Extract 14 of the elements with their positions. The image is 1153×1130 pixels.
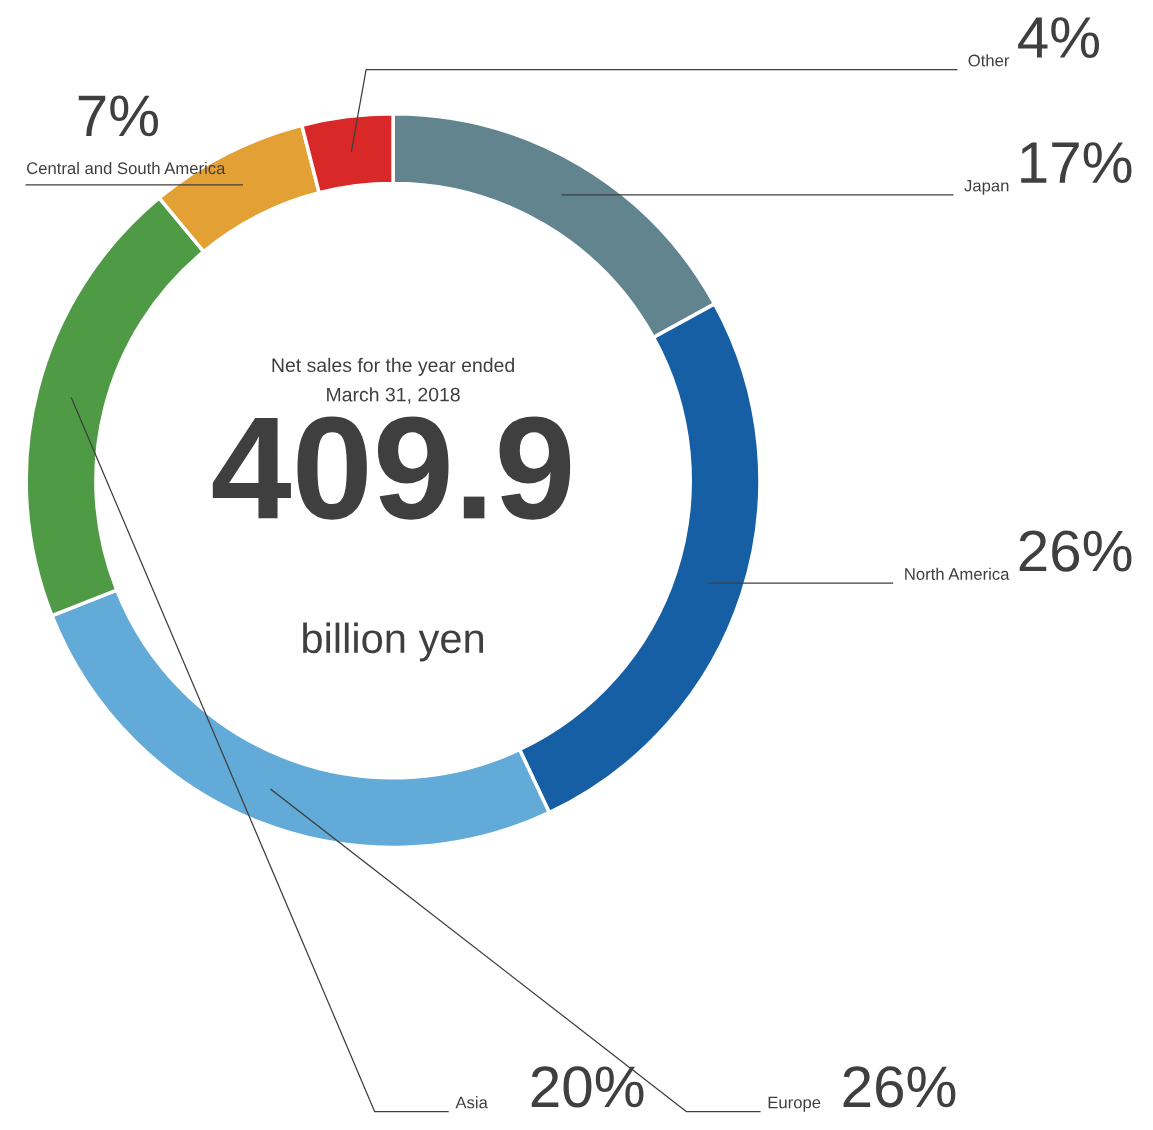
slice-label: North America xyxy=(905,567,1010,580)
slice-label: Japan xyxy=(964,179,1009,195)
data-label: 26% xyxy=(1019,530,1132,572)
data-label: 17% xyxy=(1021,142,1132,184)
slice-label: Other xyxy=(968,54,1010,67)
text: billion yen xyxy=(303,622,484,662)
text: Net sales for the year ended March 31, 2018 xyxy=(272,357,514,404)
data-label: 26% xyxy=(843,1066,956,1108)
slice-label: Europe xyxy=(768,1096,821,1112)
data-label: 7% xyxy=(78,95,158,137)
slice-label: Asia xyxy=(455,1096,488,1109)
data-label: 4% xyxy=(1018,17,1099,58)
text: 409.9 xyxy=(212,416,571,520)
data-label: 20% xyxy=(531,1066,644,1108)
